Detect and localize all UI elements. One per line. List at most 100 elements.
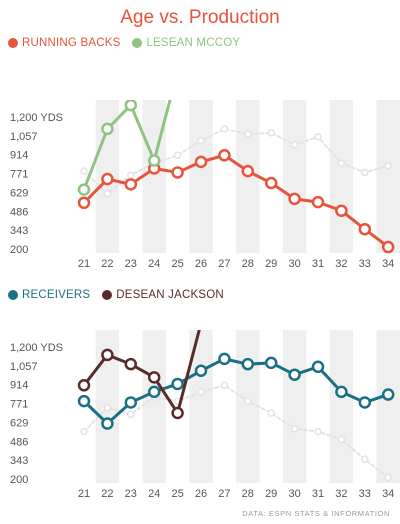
x-tick-label: 30: [288, 488, 300, 500]
comparison-data-point: [290, 425, 299, 433]
comparison-series-line: [83, 127, 390, 195]
running-backs-data-point: [381, 240, 395, 254]
receivers-data-point: [147, 385, 161, 399]
lesean-mccoy-swatch-icon: [132, 38, 143, 48]
comparison-series-line: [83, 384, 390, 479]
x-tick-label: 33: [359, 488, 371, 500]
comparison-data-point: [127, 410, 135, 419]
x-tick-label: 24: [148, 258, 160, 270]
running-backs-data-point: [335, 204, 348, 217]
x-tick-label: 23: [125, 258, 137, 270]
age-band-34: [376, 330, 400, 483]
legend-label-lesean-mccoy: LESEAN MCCOY: [146, 37, 241, 49]
legend-item-receivers: RECEIVERS: [8, 289, 90, 301]
receivers-data-point: [381, 388, 395, 401]
source-note: DATA: ESPN STATS & INFORMATION: [242, 509, 390, 518]
running-backs-data-point: [218, 149, 231, 162]
running-backs-data-point: [358, 222, 372, 236]
comparison-data-point: [384, 162, 392, 170]
receivers-chart: 1,200 YDS 1,057 914 771 629 486 343 200 21 22 23 24…: [10, 330, 400, 500]
desean-jackson-swatch-icon: [102, 290, 113, 300]
x-tick-label: 24: [148, 488, 160, 500]
x-tick-label: 28: [242, 488, 254, 500]
receivers-swatch-icon: [8, 290, 18, 300]
desean-jackson-series-line: [82, 330, 201, 415]
x-tick-label: 27: [218, 258, 230, 270]
x-tick-label: 28: [242, 258, 254, 270]
y-tick-label: 629: [10, 187, 28, 199]
y-tick-label: 1,200 YDS: [10, 112, 63, 124]
desean-jackson-data-point: [124, 357, 138, 371]
y-tick-label: 343: [10, 225, 28, 237]
comparison-data-point: [361, 455, 369, 463]
comparison-data-point: [80, 427, 88, 436]
comparison-data-point: [337, 435, 346, 444]
legend-item-desean-jackson: DESEAN JACKSON: [102, 289, 224, 301]
running-backs-data-point: [194, 155, 208, 169]
age-band-32: [329, 330, 354, 483]
age-band-24: [142, 100, 166, 253]
lesean-mccoy-data-point: [124, 100, 138, 112]
y-tick-label: 914: [10, 380, 28, 392]
x-tick-label: 22: [101, 258, 113, 270]
receivers-data-point: [358, 396, 372, 409]
y-tick-label: 771: [10, 399, 28, 411]
y-tick-label: 771: [10, 169, 28, 181]
x-tick-label: 25: [171, 258, 183, 270]
desean-jackson-data-point: [171, 406, 184, 420]
receivers-data-point: [101, 417, 114, 430]
chart-title: Age vs. Production: [120, 7, 280, 28]
x-tick-label: 30: [288, 258, 300, 270]
running-backs-data-point: [124, 178, 138, 191]
x-tick-label: 22: [101, 488, 113, 500]
running-backs-data-point: [264, 176, 278, 190]
y-tick-label: 629: [10, 417, 28, 429]
running-backs-data-point: [171, 166, 184, 179]
comparison-data-point: [220, 125, 229, 133]
x-tick-label: 25: [171, 488, 183, 500]
x-tick-label: 29: [265, 258, 277, 270]
legend-item-running-backs: RUNNING BACKS: [8, 37, 120, 49]
receivers-data-point: [311, 360, 325, 374]
comparison-data-point: [197, 137, 205, 145]
y-tick-label: 200: [10, 474, 28, 486]
x-tick-label: 27: [218, 488, 230, 500]
x-tick-label: 26: [195, 258, 207, 270]
x-tick-label: 34: [382, 258, 394, 270]
receivers-data-point: [77, 394, 91, 408]
comparison-data-point: [220, 381, 229, 390]
age-band-30: [282, 100, 307, 253]
age-band-32: [329, 100, 354, 253]
receivers-data-point: [264, 356, 278, 370]
x-tick-label: 31: [312, 258, 324, 270]
running-backs-data-point: [77, 196, 91, 210]
legend-label-desean-jackson: DESEAN JACKSON: [116, 289, 224, 301]
legend-top: RUNNING BACKS LESEAN MCCOY: [8, 37, 252, 49]
x-tick-label: 33: [359, 258, 371, 270]
y-tick-label: 914: [10, 150, 28, 162]
legend-item-lesean-mccoy: LESEAN MCCOY: [132, 37, 240, 49]
x-tick-label: 23: [125, 488, 137, 500]
x-tick-label: 29: [265, 488, 277, 500]
comparison-data-point: [267, 409, 275, 417]
comparison-data-point: [173, 151, 182, 160]
y-tick-label: 486: [10, 206, 28, 218]
receivers-data-point: [241, 357, 255, 371]
desean-jackson-data-point: [101, 348, 114, 362]
legend-bottom: RECEIVERS DESEAN JACKSON: [8, 289, 236, 301]
x-tick-label: 31: [312, 488, 324, 500]
age-band-26: [189, 100, 213, 253]
y-tick-label: 1,057: [10, 131, 38, 143]
lesean-mccoy-data-point: [147, 154, 161, 167]
x-tick-label: 21: [78, 258, 90, 270]
comparison-data-point: [361, 168, 369, 177]
comparison-data-point: [314, 427, 322, 436]
y-tick-label: 486: [10, 436, 28, 448]
age-band-28: [236, 330, 260, 483]
comparison-data-point: [337, 159, 346, 167]
comparison-data-point: [197, 388, 205, 396]
legend-label-receivers: RECEIVERS: [22, 289, 91, 301]
x-tick-label: 32: [335, 488, 347, 500]
x-tick-label: 32: [335, 258, 347, 270]
age-band-34: [376, 100, 400, 253]
